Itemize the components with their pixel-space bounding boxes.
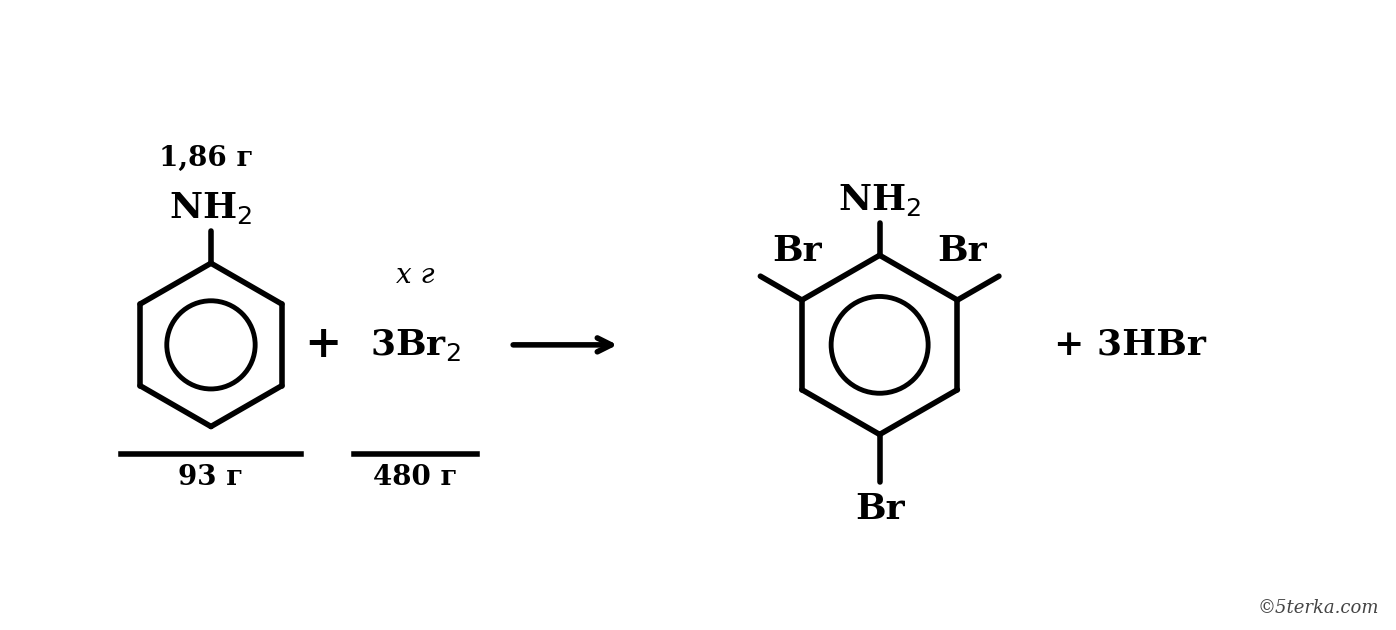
Text: + 3HBr: + 3HBr bbox=[1054, 328, 1206, 362]
Text: 93 г: 93 г bbox=[179, 464, 243, 491]
Text: ©5terka.com: ©5terka.com bbox=[1258, 598, 1379, 617]
Text: +: + bbox=[304, 323, 342, 367]
Text: NH$_2$: NH$_2$ bbox=[169, 190, 253, 226]
Text: Br: Br bbox=[772, 234, 822, 268]
Text: 3Br$_2$: 3Br$_2$ bbox=[370, 327, 461, 363]
Text: Br: Br bbox=[854, 492, 905, 526]
Text: NH$_2$: NH$_2$ bbox=[838, 183, 921, 219]
Text: Br: Br bbox=[937, 234, 987, 268]
Text: 1,86 г: 1,86 г bbox=[159, 145, 253, 171]
Text: x г: x г bbox=[396, 261, 434, 289]
Text: 480 г: 480 г bbox=[373, 464, 458, 491]
